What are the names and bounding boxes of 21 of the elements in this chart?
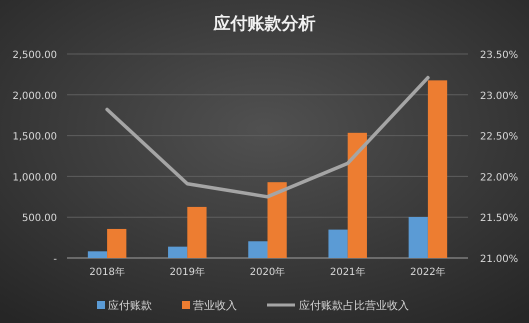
y-tick-label: 2,500.00 (12, 50, 57, 61)
y-tick-label: 1,000.00 (12, 172, 57, 184)
y2-tick-label: 23.50% (480, 50, 518, 61)
y2-tick-label: 22.00% (480, 172, 518, 184)
legend-label: 应付账款占比营业收入 (299, 299, 409, 312)
y2-tick-label: 21.00% (480, 254, 518, 265)
x-tick-label: 2018年 (89, 266, 125, 278)
x-tick-label: 2022年 (410, 266, 446, 278)
y2-tick-label: 23.00% (480, 90, 518, 102)
y-tick-label: 2,000.00 (12, 90, 57, 102)
y-tick-label: 500.00 (22, 213, 57, 224)
legend-label: 营业收入 (193, 299, 237, 312)
legend-label: 应付账款 (108, 299, 152, 312)
chart-title: 应付账款分析 (212, 14, 316, 34)
x-tick-label: 2020年 (250, 266, 286, 278)
x-tick-label: 2019年 (170, 266, 206, 278)
y-tick-label: 1,500.00 (12, 132, 57, 143)
y2-tick-label: 21.50% (480, 213, 518, 224)
y2-tick-label: 22.50% (480, 132, 518, 143)
y-tick-label: - (53, 254, 58, 265)
x-tick-label: 2021年 (330, 266, 366, 278)
